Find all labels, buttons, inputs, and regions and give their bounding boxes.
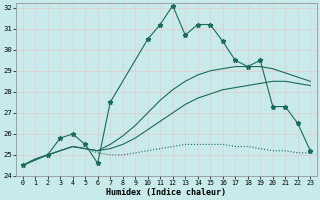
X-axis label: Humidex (Indice chaleur): Humidex (Indice chaleur): [107, 188, 227, 197]
